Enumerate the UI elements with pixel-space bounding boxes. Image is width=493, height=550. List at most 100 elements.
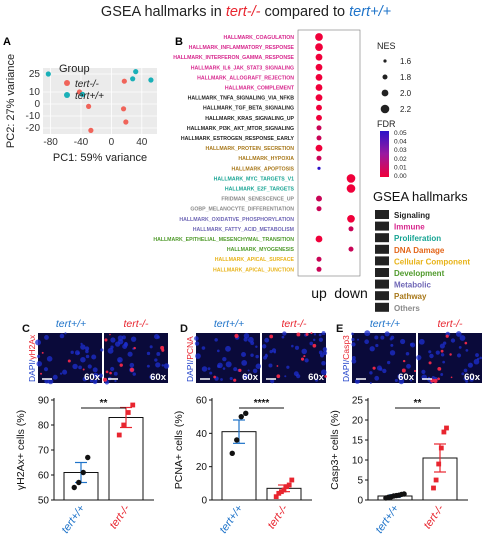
nucleus-blob [389,350,396,356]
nucleus-blob [431,376,435,380]
pca-grid [43,68,157,134]
datapoint-wildtype [71,484,77,491]
marker-signal [233,378,237,382]
nes-legend-value: 1.8 [400,73,412,82]
nucleus-blob [117,338,124,345]
nucleus-blob [463,377,467,381]
bar-mutant [108,417,144,501]
nucleus-blob [418,338,425,345]
nucleus-blob [375,343,379,348]
pca-x-tick-label: 0 [109,137,115,148]
marker-signal [449,353,452,356]
nucleus-blob [127,351,133,357]
micrograph-wildtype: 60x [194,333,261,383]
nes-legend-value: 2.2 [400,105,412,114]
nucleus-blob [92,379,98,385]
datapoint-mutant [433,477,439,483]
nucleus-blob [269,349,273,354]
nucleus-blob [85,349,89,354]
bar-y-tick-label: 20 [196,462,208,473]
nucleus-blob [78,365,82,370]
gsea-dot [315,33,323,41]
marker-signal [402,359,406,363]
panel-b: B HALLMARK_COAGULATION HALLMARK_INFLAMMAT… [153,29,470,313]
nucleus-blob [98,373,103,378]
bar-category-wildtype: tert+/+ [59,502,87,535]
nucleus-blob [351,337,355,342]
datapoint-wildtype [238,413,244,420]
stain-label: DAPI/PCNA [185,336,195,382]
category-legend-swatch [375,268,389,277]
nucleus-blob [390,343,394,347]
marker-signal [276,374,281,379]
datapoint-wildtype [80,469,86,476]
nucleus-blob [301,348,307,355]
nucleus-blob [85,354,90,359]
micrograph-background [352,333,416,383]
nucleus-blob [154,334,160,340]
nucleus-blob [389,337,393,341]
nucleus-blob [222,367,226,370]
nucleus-blob [194,336,199,341]
nucleus-blob [369,346,375,352]
nucleus-blob [318,333,322,337]
category-legend-label: Cellular Component [394,257,470,266]
nucleus-blob [473,358,480,365]
category-legend-swatch [375,279,389,289]
nucleus-blob [450,338,456,343]
nucleus-blob [195,353,201,359]
nes-legend-dot [382,74,388,80]
nucleus-blob [321,361,326,366]
bar-y-tick-label: 0 [357,496,363,507]
gsea-row-label: HALLMARK_APICAL_JUNCTION [213,267,294,273]
marker-signal [303,355,306,358]
nucleus-blob [440,353,445,357]
marker-signal [312,343,317,348]
marker-signal [238,368,242,372]
category-legend-swatch [375,256,389,266]
gsea-row-label: HALLMARK_COMPLEMENT [225,86,295,92]
pca-y-tick-label: 0 [34,99,40,110]
nucleus-blob [35,339,42,346]
pca-point-wildtype [45,71,51,77]
datapoint-mutant [273,494,279,500]
nucleus-blob [440,373,444,376]
nucleus-blob [421,369,426,374]
nucleus-blob [286,365,290,369]
gsea-row-label: HALLMARK_PROTEIN_SECRETION [206,146,295,152]
nucleus-blob [479,356,483,360]
gsea-plot-frame [297,29,361,277]
pca-legend-mutant-label: tert-/- [75,79,100,90]
nucleus-blob [209,371,213,375]
nucleus-blob [91,354,97,360]
nucleus-blob [398,378,405,385]
nucleus-blob [369,381,372,384]
nucleus-blob [469,377,474,382]
stain-marker: Casp3 [341,335,351,360]
marker-signal [310,332,313,335]
nucleus-blob [264,354,268,358]
bar-y-label: PCNA+ cells (%) [173,411,185,489]
nucleus-blob [84,346,90,351]
bar-y-tick-label: 60 [196,396,208,407]
nucleus-blob [255,345,258,349]
nucleus-blob [318,337,324,342]
datapoint-mutant [276,490,282,496]
nucleus-blob [77,352,80,355]
marker-signal [133,346,136,350]
pca-y-tick-label: -10 [26,111,41,122]
nucleus-blob [156,352,161,356]
nucleus-blob [225,345,231,352]
nucleus-blob [356,338,360,341]
gsea-dot [316,155,322,161]
gsea-col-down: down [334,285,367,301]
pca-point-wildtype [133,69,139,75]
nucleus-blob [461,372,465,376]
gsea-row-label: HALLMARK_ALLOGRAFT_REJECTION [197,75,294,81]
marker-signal [269,334,274,339]
marker-signal [450,376,453,379]
datapoint-mutant [431,485,436,491]
nucleus-blob [294,345,300,350]
